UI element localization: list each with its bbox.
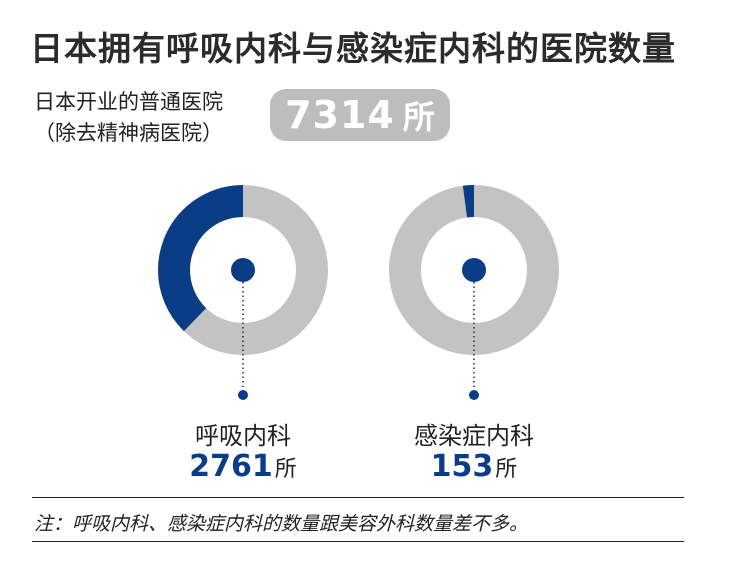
respiratory-unit: 所 — [274, 457, 297, 482]
subtitle-line-2: （除去精神病医院） — [34, 121, 223, 145]
infectious-label: 感染症内科 — [414, 422, 534, 450]
footnote: 注：呼吸内科、感染症内科的数量跟美容外科数量差不多。 — [34, 513, 529, 535]
infectious-center-dot — [462, 258, 486, 282]
subtitle-line-1: 日本开业的普通医院 — [34, 90, 223, 114]
footnote-top-rule — [32, 497, 684, 498]
respiratory-label: 呼吸内科 — [195, 422, 291, 450]
total-value: 7314 — [285, 93, 395, 137]
respiratory-highlight-slice — [158, 185, 328, 355]
respiratory-center-dot — [231, 258, 255, 282]
infectious-value: 153所 — [374, 449, 574, 484]
respiratory-value: 2761所 — [143, 449, 343, 484]
infectious-unit: 所 — [495, 457, 518, 482]
chart-title: 日本拥有呼吸内科与感染症内科的医院数量 — [30, 29, 676, 68]
footnote-bottom-rule — [32, 541, 684, 542]
total-unit: 所 — [402, 98, 435, 136]
respiratory-count: 2761 — [189, 449, 273, 484]
infectious-count: 153 — [430, 449, 494, 484]
donut-charts — [158, 185, 559, 400]
infectious-leader-dot — [469, 390, 479, 400]
infectious-highlight-slice — [389, 185, 559, 355]
respiratory-leader-dot — [238, 390, 248, 400]
total-hospitals-badge: 7314 所 — [270, 89, 450, 141]
